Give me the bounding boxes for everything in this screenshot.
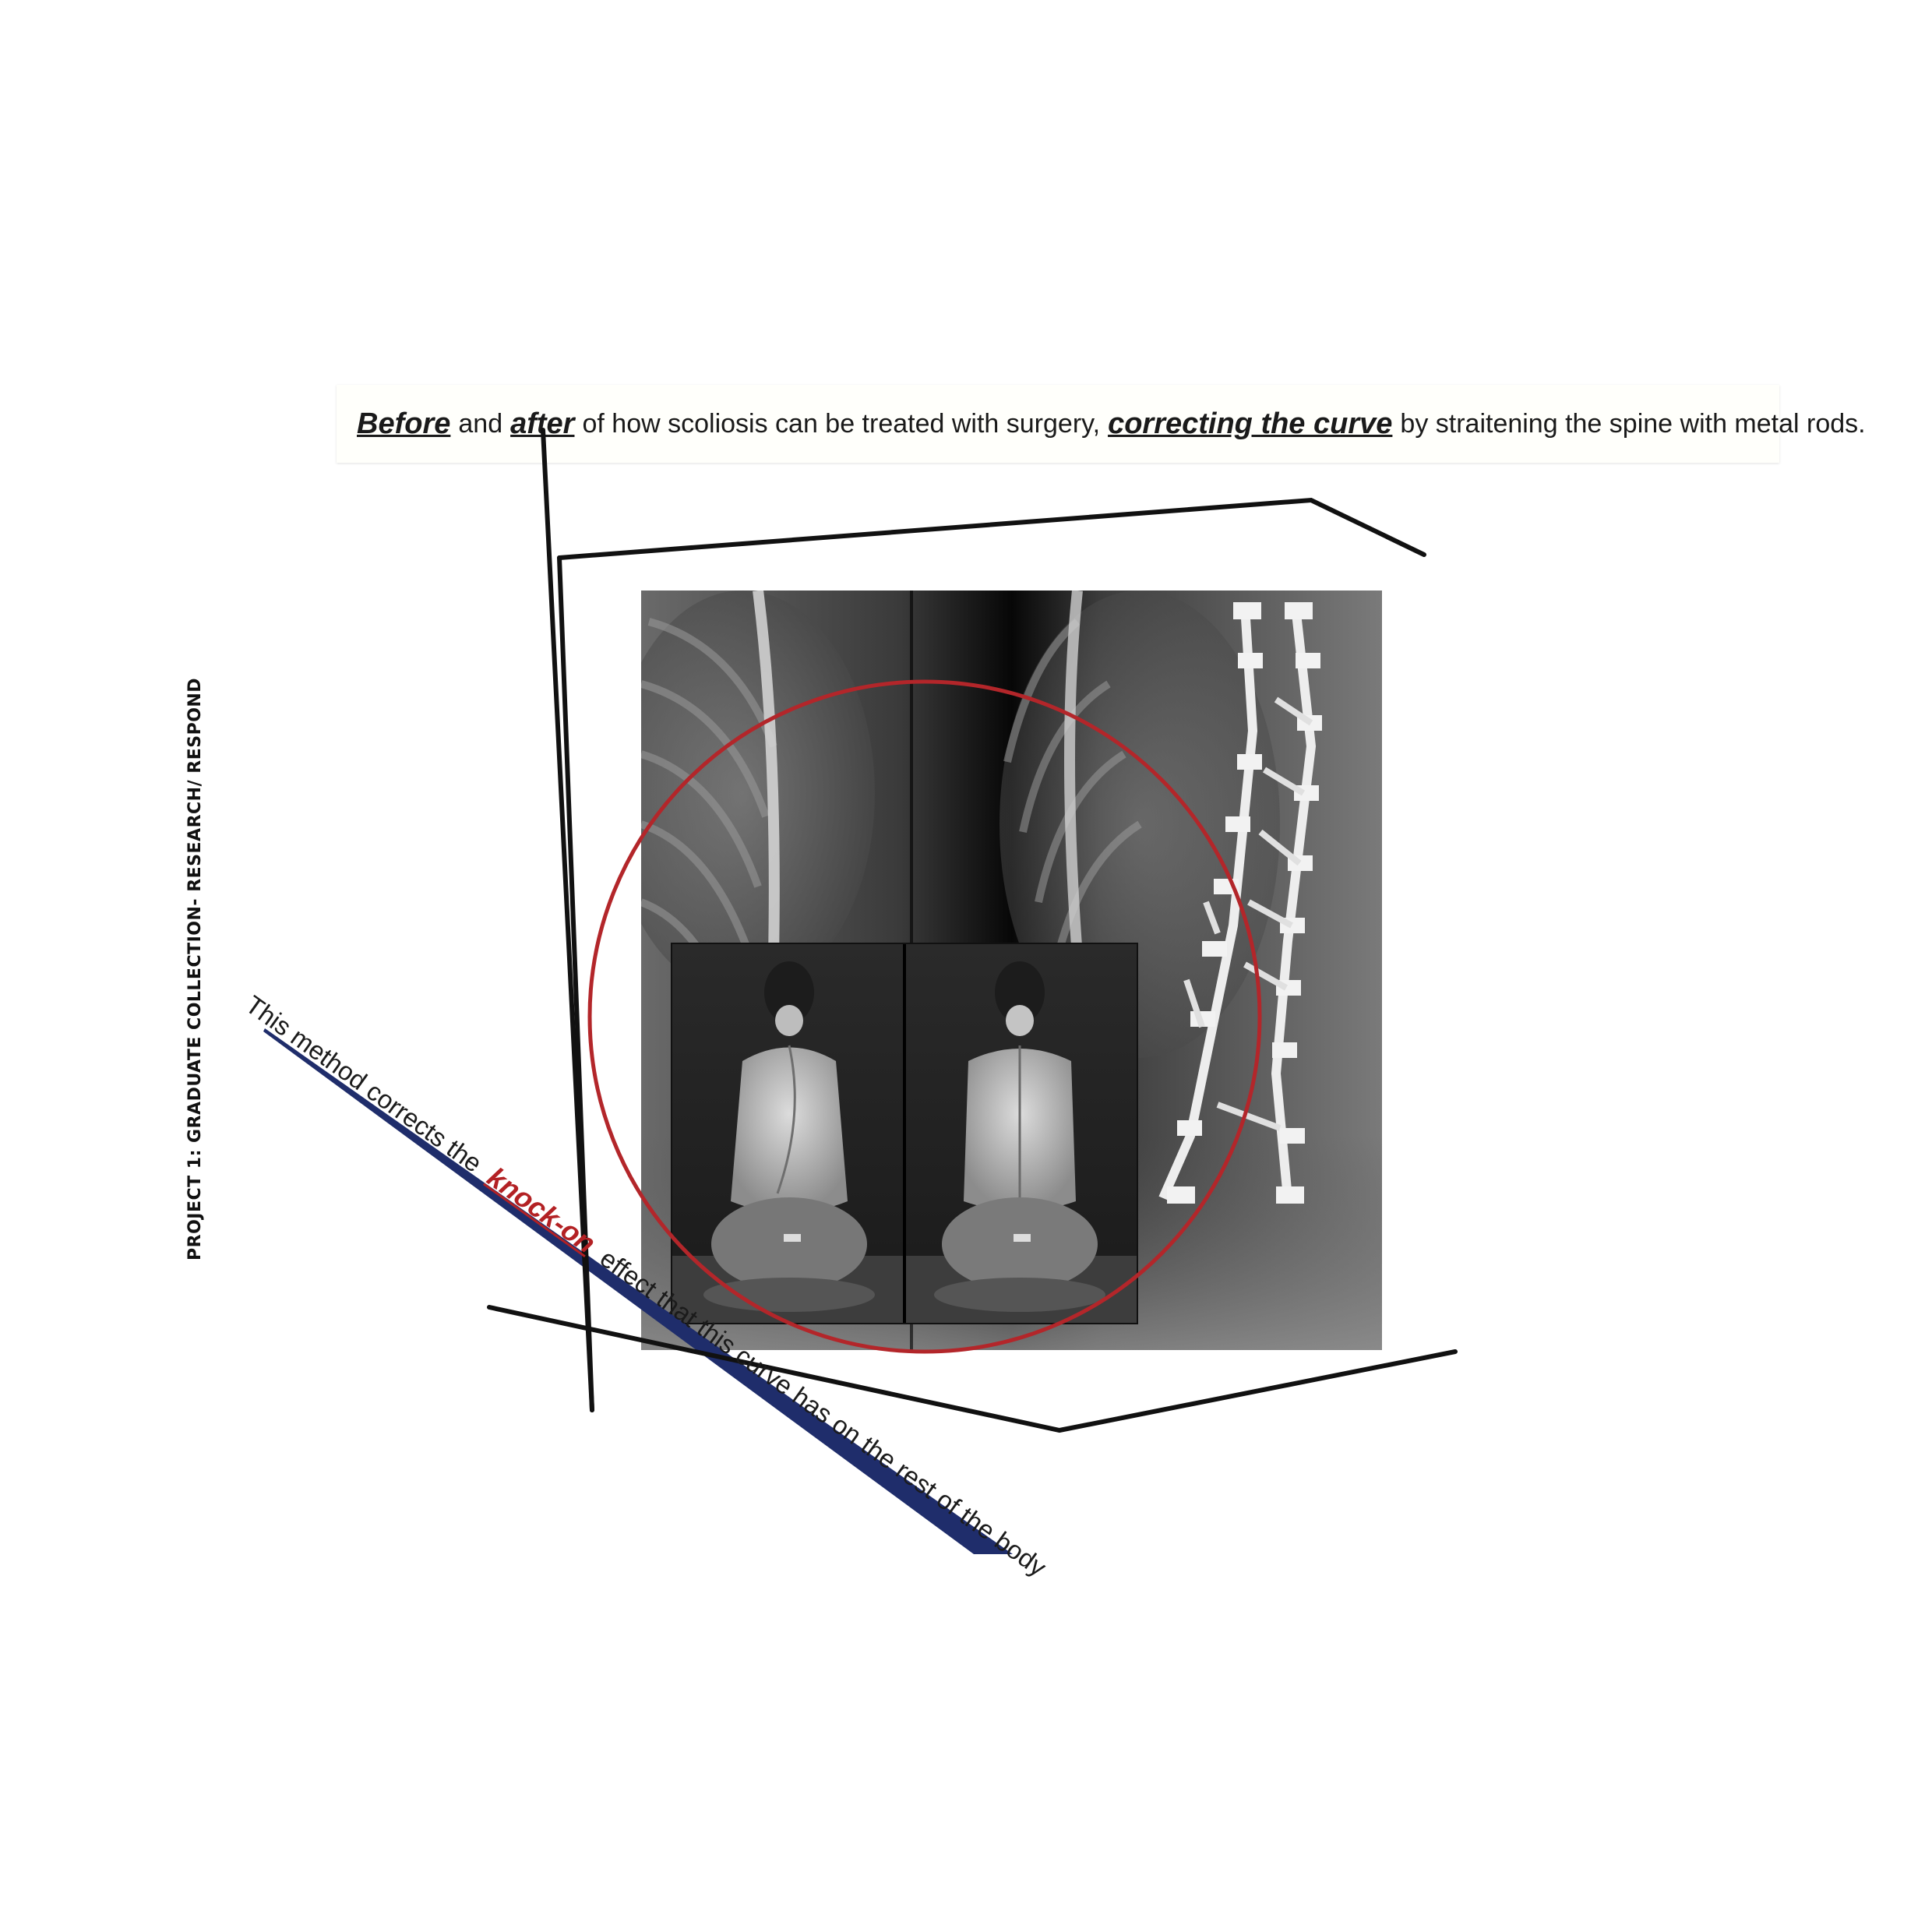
top-caption: Before and after of how scoliosis can be… bbox=[337, 385, 1866, 463]
xray-photo-composite bbox=[641, 591, 1382, 1350]
caption-after: after bbox=[510, 407, 575, 440]
caption-correcting: correcting the curve bbox=[1108, 407, 1393, 440]
caption-middle: of how scoliosis can be treated with sur… bbox=[582, 408, 1101, 439]
diagonal-caption-start: This method corrects the bbox=[240, 989, 488, 1178]
project-label: PROJECT 1: GRADUATE COLLECTION- RESEARCH… bbox=[185, 677, 205, 1260]
back-photos-image bbox=[672, 944, 1137, 1323]
caption-end: by straitening the spine with metal rods… bbox=[1400, 408, 1866, 439]
back-photos-inset bbox=[671, 943, 1138, 1324]
caption-and: and bbox=[458, 408, 503, 439]
caption-before: Before bbox=[357, 407, 451, 440]
diagonal-caption-highlight: knock-on bbox=[481, 1160, 602, 1260]
